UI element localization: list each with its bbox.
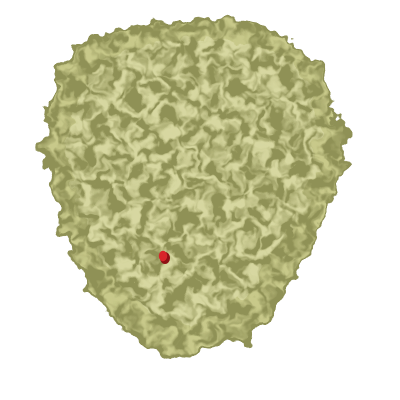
highlighted-residue-marker[interactable] <box>158 250 170 264</box>
density-highlight <box>69 39 319 322</box>
marker-body <box>158 250 168 262</box>
density-highlight-layer <box>69 39 319 322</box>
